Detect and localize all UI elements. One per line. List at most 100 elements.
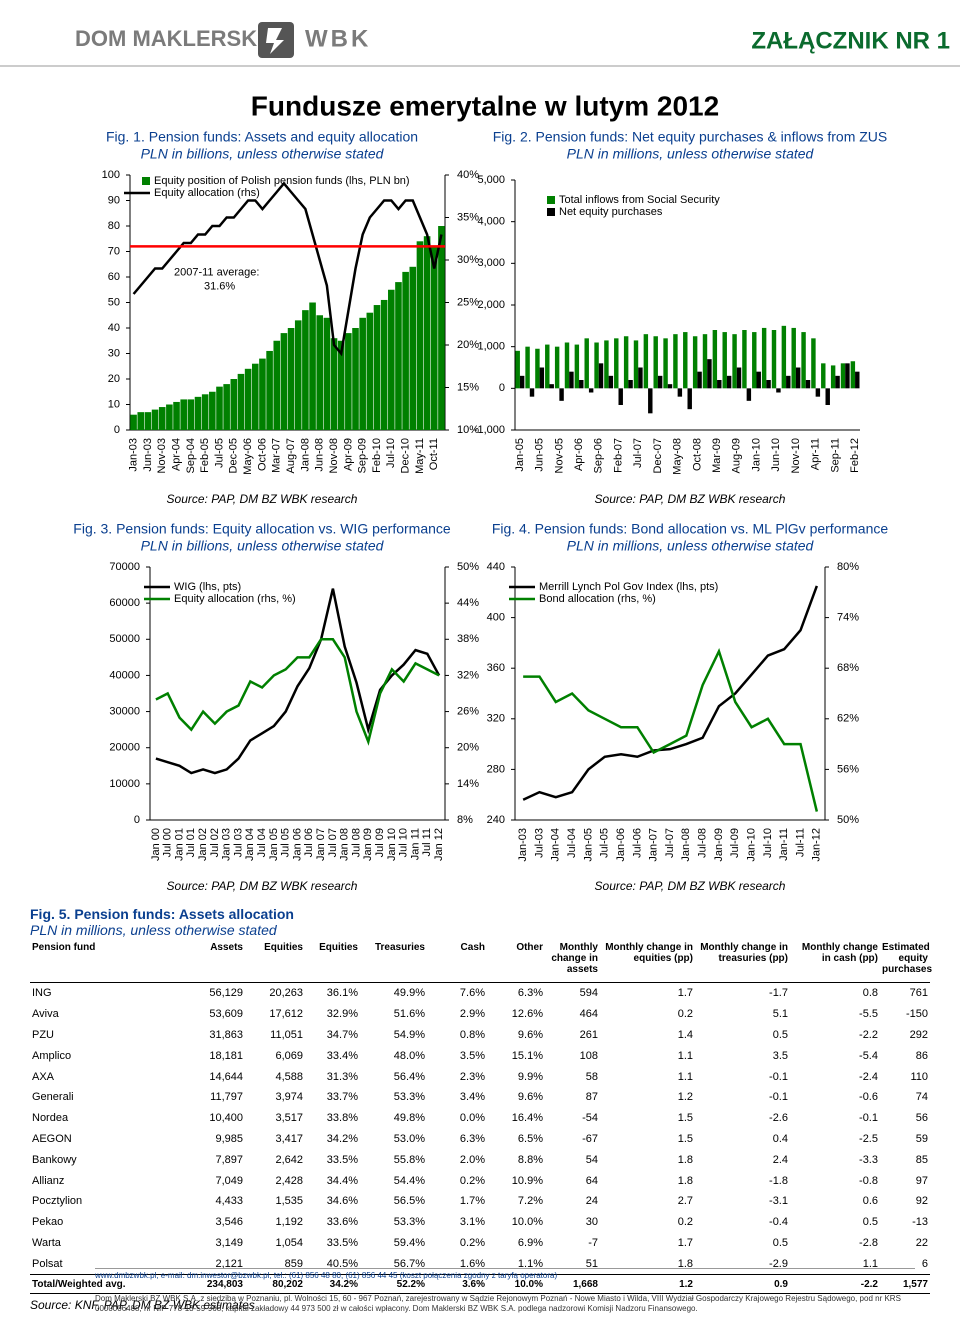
table-cell: 33.4% [326, 1049, 358, 1062]
table-row: Nordea 10,400 3,517 33.8% 49.8% 0.0% 16.4% -54 1… [30, 1108, 930, 1129]
table-cell: 20,263 [269, 987, 303, 1000]
table-cell: ING [32, 987, 52, 1000]
table-cell: 9.9% [517, 1070, 543, 1083]
bar [815, 388, 821, 397]
table-cell: 3.5% [459, 1049, 485, 1062]
bar [786, 375, 791, 389]
table-cell: 2,428 [275, 1174, 303, 1187]
table-cell: 31.3% [326, 1070, 358, 1083]
tick-label: 74% [837, 612, 859, 624]
x-tick-label: Jul-05 [213, 438, 225, 468]
chart-source: Source: PAP, DM BZ WBK research [167, 879, 358, 893]
table-cell: 3.6% [427, 1274, 487, 1295]
table-cell: 108 [579, 1049, 598, 1062]
table-cell: 1,668 [545, 1274, 600, 1295]
bank: WBK [305, 25, 371, 52]
table-cell: 92 [915, 1195, 928, 1208]
x-tick-label: Apr-04 [170, 438, 182, 471]
table-cell: 22 [915, 1236, 928, 1249]
x-tick-label: Jul-03 [533, 828, 545, 858]
table-cell: Pocztylion [32, 1195, 83, 1208]
table-cell: 11,051 [270, 1028, 303, 1041]
bar [402, 271, 409, 430]
table-cell: 56 [915, 1112, 928, 1125]
table-cell: 1,192 [275, 1216, 303, 1229]
footer-legal: Dom Maklerski BZ WBK S.A. z siedzibą w P… [95, 1294, 901, 1313]
table-cell: 9,985 [215, 1132, 243, 1145]
table-block: Fig. 5. Pension funds: Assets allocation… [30, 906, 935, 1312]
legend-label: Net equity purchases [559, 206, 663, 218]
table-cell: 10.0% [511, 1216, 543, 1229]
reference-text: 2007-11 average: [174, 266, 259, 278]
column-header: Monthly change in treasuries (pp) [695, 942, 790, 983]
table-cell: -0.1 [769, 1070, 788, 1083]
table-cell: 5.1 [772, 1008, 788, 1021]
table-cell: 1,054 [275, 1236, 303, 1249]
x-tick-label: Oct-11 [428, 438, 440, 470]
x-tick-label: Jan-06 [615, 828, 627, 862]
tick-label: 15% [457, 381, 479, 393]
table-cell: -2.2 [790, 1274, 880, 1295]
table-cell: 6.5% [517, 1132, 543, 1145]
x-tick-label: Jan 06 [291, 828, 303, 861]
table-cell: 3,546 [215, 1216, 243, 1229]
column-header: Monthly change in cash (pp) [790, 942, 880, 983]
tick-label: 35% [457, 211, 479, 223]
bar [273, 340, 281, 430]
table-cell: 85 [915, 1153, 928, 1166]
table-row: Bankowy 7,897 2,642 33.5% 55.8% 2.0% 8.8% 54 1.8… [30, 1149, 930, 1170]
table-cell: 18,181 [209, 1049, 243, 1062]
bar [352, 328, 359, 430]
x-tick-label: Nov-10 [790, 438, 802, 473]
bar [173, 401, 180, 430]
x-tick-label: Jan-10 [750, 438, 762, 472]
bar [855, 371, 860, 389]
bar [761, 327, 767, 389]
table-cell: -0.8 [859, 1174, 878, 1187]
table-cell: 49.9% [393, 987, 425, 1000]
table-source: Source: KNF, PAP, DM BZ WBK estimates [30, 1298, 255, 1313]
tick-label: 20000 [109, 742, 140, 754]
table-cell: 9.6% [517, 1091, 543, 1104]
line [523, 647, 819, 812]
table-cell: 3.1% [459, 1216, 485, 1229]
bar [237, 373, 245, 430]
logo-mark [266, 28, 284, 54]
table-cell: 58 [585, 1070, 598, 1083]
table-cell: 0.2 [677, 1008, 693, 1021]
bar [209, 391, 216, 430]
table-row: Allianz 7,049 2,428 34.4% 54.4% 0.2% 10.9% 64 1.… [30, 1170, 930, 1191]
table-cell: 1.1 [862, 1257, 878, 1270]
x-tick-label: Jan-07 [648, 828, 660, 862]
x-tick-label: Jan 01 [173, 828, 185, 861]
x-tick-label: Jul-10 [762, 828, 774, 858]
x-tick-label: Jan-10 [745, 828, 757, 862]
bar [588, 388, 594, 393]
footer: www.dmbzwbk.pl, e-mail: dm.inwestor@bzwb… [95, 1268, 915, 1314]
table-cell: 40.5% [326, 1257, 358, 1270]
chart-title: Fig. 4. Pension funds: Bond allocation v… [492, 521, 889, 537]
table-cell: 7,049 [215, 1174, 243, 1187]
table-cell: 2,121 [215, 1257, 243, 1270]
bar [579, 380, 584, 389]
table-cell: 52.2% [360, 1274, 427, 1295]
x-tick-label: Jan 05 [268, 828, 280, 861]
tick-label: 0 [499, 382, 505, 394]
bar [574, 344, 580, 389]
bar [697, 371, 702, 389]
table-cell: 292 [909, 1028, 928, 1041]
bar [559, 388, 564, 401]
table-cell: 3.5 [772, 1049, 788, 1062]
table-cell: 0.8 [862, 987, 878, 1000]
table-cell: -2.2 [859, 1028, 878, 1041]
bar [151, 409, 159, 430]
x-tick-label: Jan 07 [315, 828, 327, 861]
bar [726, 375, 732, 389]
table-cell: 54.4% [393, 1174, 425, 1187]
table-cell: 1.8 [677, 1174, 693, 1187]
bar [633, 340, 639, 389]
bar [366, 312, 374, 430]
table-cell: -0.1 [859, 1112, 878, 1125]
page-title: Fundusze emerytalne w lutym 2012 [251, 90, 719, 121]
bar [756, 371, 761, 389]
